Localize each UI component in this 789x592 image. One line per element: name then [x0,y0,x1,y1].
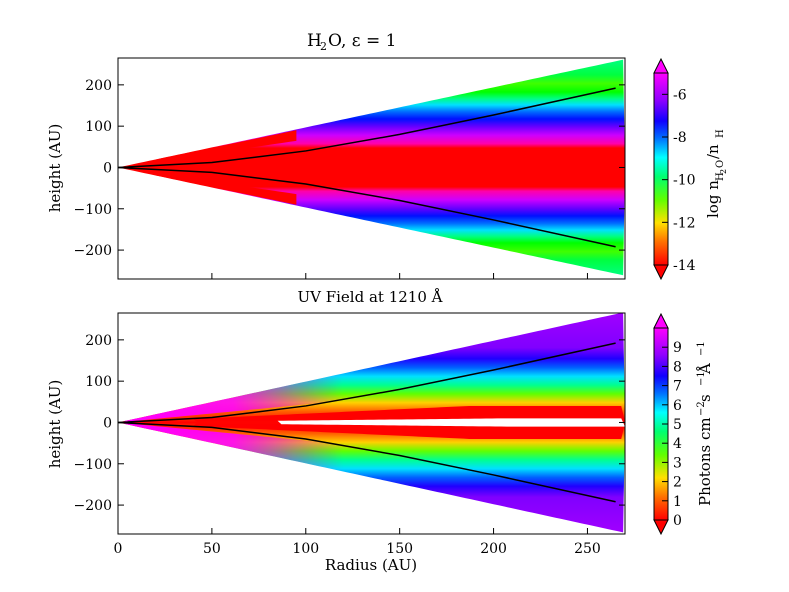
bottom-heatmap [118,313,625,533]
bottom-colorbar-label-exp1: −2 [696,401,707,416]
bottom-colorbar-tick-label: 5 [673,417,682,433]
bottom-colorbar-max-arrow [653,312,669,329]
bottom-ytick-label: −100 [74,457,112,473]
top-ytick-label: −200 [74,243,112,259]
top-colorbar-label-slash: /n [704,144,722,159]
bottom-colorbar-tick-label: 8 [673,359,682,375]
bottom-y-axis-label: height (AU) [46,380,64,469]
bottom-upper-boundary-line [118,342,616,424]
top-colorbar: -6 -8 -10 -12 -14 log n H 2 O /n H [653,57,728,281]
top-upper-boundary-line [118,87,616,169]
top-panel: H 2 O, ε = 1 200 100 0 −100 −200 height (AU)… [46,31,728,281]
bottom-title: UV Field at 1210 Å [297,288,442,306]
top-colorbar-min-arrow [653,264,669,281]
bottom-upper-red-band [193,405,625,422]
top-title-sub: 2 [320,40,327,53]
top-colorbar-tick-label: -10 [673,173,696,189]
bottom-colorbar-label: Photons cm −2 s −1 Å −1 [696,341,714,506]
bottom-y-ticks: 200 100 0 −100 −200 [74,333,625,514]
bottom-xtick-label: 0 [114,541,123,557]
top-colorbar-max-arrow [653,57,669,74]
bottom-ytick-label: 200 [85,333,112,349]
top-colorbar-tick-label: -12 [673,215,696,231]
bottom-lower-red-band [193,423,625,439]
bottom-colorbar-tick-label: 2 [673,475,682,491]
bottom-lower-boundary-line [118,421,616,503]
top-colorbar-bar [653,72,669,266]
top-ytick-label: 100 [85,119,112,135]
top-colorbar-label-main: log n [704,180,722,218]
top-title-main: H [307,31,322,51]
top-plot-frame [117,57,626,280]
bottom-colorbar-tick-label: 9 [673,340,682,356]
bottom-colorbar: 9 8 7 6 5 4 3 2 1 0 Photons cm −2 s −1 Å −1 [653,312,714,536]
top-colorbar-label-mid: O [715,160,726,168]
bottom-colorbar-ticks: 9 8 7 6 5 4 3 2 1 0 [662,340,682,529]
bottom-colorbar-label-s: s [696,394,714,402]
bottom-lower-inner-magenta [123,423,438,492]
top-upper-red-fringe [155,130,297,162]
bottom-xtick-label: 100 [292,541,319,557]
top-lower-red-fringe [155,173,297,205]
bottom-colorbar-label-text: Photons cm [696,417,714,506]
top-colorbar-tick-label: -6 [673,87,687,103]
top-y-axis-label: height (AU) [46,124,64,213]
bottom-ytick-label: 100 [85,374,112,390]
top-colorbar-label-subsub: 2 [719,169,728,174]
bottom-colorbar-label-exp3: −1 [696,341,707,356]
bottom-x-ticks: 0 50 100 150 200 250 [114,528,601,557]
top-colorbar-ticks: -6 -8 -10 -12 -14 [662,87,696,274]
top-ytick-label: 0 [103,160,112,176]
bottom-colorbar-tick-label: 6 [673,398,682,414]
top-lower-boundary-line [118,166,616,248]
top-colorbar-tick-label: -14 [673,258,696,274]
top-y-ticks: 200 100 0 −100 −200 [74,78,625,279]
top-colorbar-label-sub: H [715,172,726,181]
top-title-rest: O, ε = 1 [328,31,396,51]
top-colorbar-label-end: H [715,129,726,138]
bottom-midplane-gap [277,418,625,427]
bottom-ytick-label: −200 [74,498,112,514]
bottom-plot-frame [117,312,626,535]
bottom-xtick-label: 150 [386,541,413,557]
top-colorbar-tick-label: -8 [673,130,687,146]
bottom-colorbar-label-exp2: −1 [696,371,707,386]
bottom-colorbar-tick-label: 3 [673,455,682,471]
top-ytick-label: 200 [85,78,112,94]
top-midplane-core [133,150,625,185]
bottom-x-axis-label: Radius (AU) [325,556,417,574]
bottom-colorbar-tick-label: 7 [673,379,682,395]
bottom-colorbar-min-arrow [653,519,669,536]
bottom-xtick-label: 200 [480,541,507,557]
bottom-colorbar-tick-label: 1 [673,494,682,510]
top-colorbar-label: log n H 2 O /n H [704,129,728,218]
bottom-xtick-label: 50 [203,541,221,557]
bottom-xtick-label: 250 [574,541,601,557]
top-heatmap [118,59,625,276]
bottom-colorbar-tick-label: 4 [673,436,682,452]
top-ytick-label: −100 [74,202,112,218]
bottom-colorbar-tick-label: 0 [673,513,682,529]
bottom-colorbar-label-A: Å [696,363,714,375]
bottom-ytick-label: 0 [103,415,112,431]
bottom-upper-inner-magenta [123,353,438,422]
